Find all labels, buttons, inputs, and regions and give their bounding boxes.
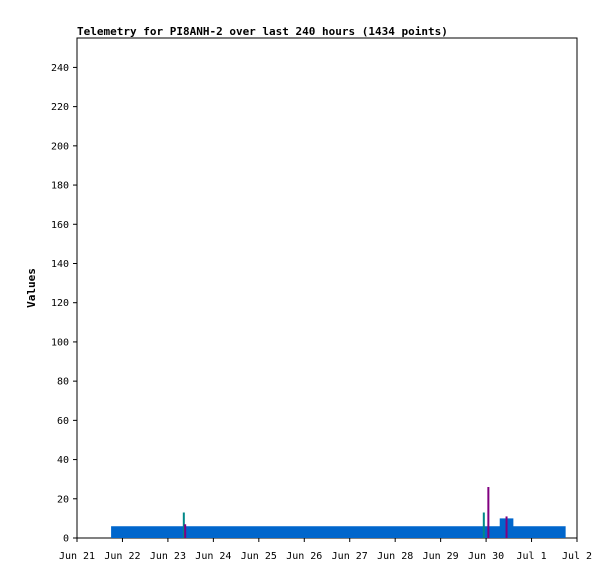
y-tick-label: 120 xyxy=(51,298,69,309)
x-tick-label: Jun 21 xyxy=(59,551,95,562)
y-axis-label: Values xyxy=(25,268,38,308)
series-2-spike xyxy=(505,516,508,538)
y-tick-label: 200 xyxy=(51,141,69,152)
plot-area: 0 20 40 60 80 100 120 140 160 180 200 220 240 Jun 21 J… xyxy=(51,37,592,562)
x-tick-label: Jun 22 xyxy=(104,551,140,562)
x-tick-label: Jun 24 xyxy=(195,551,231,562)
y-tick-label: 40 xyxy=(57,455,69,466)
x-tick-label: Jun 26 xyxy=(286,551,322,562)
x-tick-label: Jun 23 xyxy=(150,551,186,562)
series-0-bar xyxy=(111,526,566,538)
y-tick-label: 140 xyxy=(51,259,69,270)
y-tick-label: 0 xyxy=(63,534,69,545)
y-tick-label: 180 xyxy=(51,181,69,192)
x-tick-label: Jun 28 xyxy=(377,551,413,562)
y-tick-label: 220 xyxy=(51,102,69,113)
series-2-spike xyxy=(487,487,490,538)
x-tick-label: Jun 30 xyxy=(468,551,504,562)
chart-title: Telemetry for PI8ANH-2 over last 240 hou… xyxy=(77,25,448,38)
series-0-spike xyxy=(326,530,328,538)
x-tick-label: Jul 1 xyxy=(516,551,546,562)
y-tick-label: 80 xyxy=(57,377,69,388)
y-tick-label: 20 xyxy=(57,494,69,505)
x-tick-label: Jul 2 xyxy=(562,551,592,562)
series-1-spike xyxy=(482,512,485,538)
y-tick-label: 60 xyxy=(57,416,69,427)
plot-frame xyxy=(76,37,578,539)
y-tick-label: 100 xyxy=(51,337,69,348)
series-1-spike xyxy=(182,512,185,538)
y-tick-label: 240 xyxy=(51,63,69,74)
y-tick-label: 160 xyxy=(51,220,69,231)
x-tick-label: Jun 27 xyxy=(332,551,368,562)
x-tick-label: Jun 29 xyxy=(423,551,459,562)
series-0-spike xyxy=(191,530,194,538)
x-tick-label: Jun 25 xyxy=(241,551,277,562)
series-2-spike xyxy=(184,524,187,538)
